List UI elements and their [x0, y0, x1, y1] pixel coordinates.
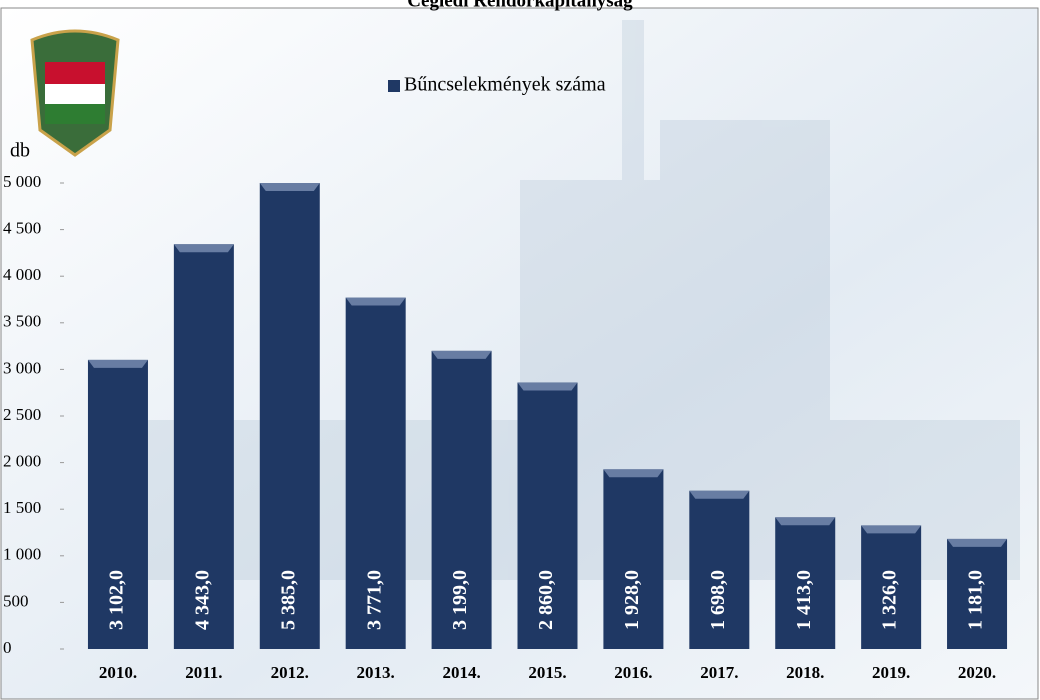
x-tick-label: 2010.: [99, 663, 137, 682]
value-label: 3 199,0: [449, 570, 471, 630]
x-tick-label: 2018.: [786, 663, 824, 682]
bar: [87, 359, 148, 649]
bar-bevel: [345, 297, 406, 306]
bar: [517, 382, 578, 649]
bar-bevel: [861, 525, 922, 534]
bar-bevel: [431, 350, 492, 359]
x-tick-label: 2012.: [271, 663, 309, 682]
x-tick-label: 2011.: [185, 663, 222, 682]
bar-bevel: [603, 469, 664, 478]
x-tick-label: 2017.: [700, 663, 738, 682]
bar-bevel: [259, 183, 320, 191]
bar: [775, 517, 836, 649]
y-tick-label: 1 500: [3, 498, 41, 517]
bar-bevel: [87, 359, 148, 368]
x-tick-label: 2015.: [528, 663, 566, 682]
y-tick-label: 4 500: [3, 219, 41, 238]
bar: [431, 350, 492, 649]
x-tick-label: 2019.: [872, 663, 910, 682]
value-label: 1 413,0: [793, 570, 815, 630]
value-label: 1 928,0: [621, 570, 643, 630]
bar: [603, 469, 664, 649]
value-label: 4 343,0: [191, 570, 213, 630]
bar-bevel: [689, 490, 750, 499]
y-tick-label: 2 000: [3, 452, 41, 471]
bar: [689, 490, 750, 649]
y-tick-label: 500: [3, 591, 29, 610]
bar-bevel: [173, 244, 234, 253]
value-label: 3 102,0: [106, 570, 128, 630]
x-tick-label: 2020.: [958, 663, 996, 682]
value-label: 1 326,0: [879, 570, 901, 630]
value-label: 1 698,0: [707, 570, 729, 630]
y-tick-label: 5 000: [3, 172, 41, 191]
chart-title: Ceglédi Rendőrkapitányság: [407, 0, 633, 11]
y-tick-label: 3 000: [3, 358, 41, 377]
x-tick-label: 2013.: [357, 663, 395, 682]
x-tick-label: 2016.: [614, 663, 652, 682]
y-tick-label: 0: [3, 638, 12, 657]
value-label: 2 860,0: [535, 570, 557, 630]
bar-bevel: [517, 382, 578, 391]
bar: [861, 525, 922, 649]
plot-area: [87, 183, 1008, 650]
value-label: 3 771,0: [363, 570, 385, 630]
legend-label: Bűncselekmények száma: [404, 74, 606, 96]
y-tick-label: 1 000: [3, 545, 41, 564]
value-label: 5 385,0: [277, 570, 299, 630]
bar-bevel: [775, 517, 836, 526]
bar: [947, 538, 1008, 649]
value-label: 1 181,0: [965, 570, 987, 630]
y-tick-label: 3 500: [3, 312, 41, 331]
bar: [173, 244, 234, 649]
legend-swatch: [388, 80, 400, 92]
bar-bevel: [947, 538, 1008, 547]
bar: [345, 297, 406, 649]
bar: [259, 183, 320, 650]
y-tick-label: 2 500: [3, 405, 41, 424]
y-axis-label: db: [10, 140, 30, 162]
x-tick-label: 2014.: [442, 663, 480, 682]
police-badge: [30, 29, 120, 157]
y-tick-label: 4 000: [3, 265, 41, 284]
